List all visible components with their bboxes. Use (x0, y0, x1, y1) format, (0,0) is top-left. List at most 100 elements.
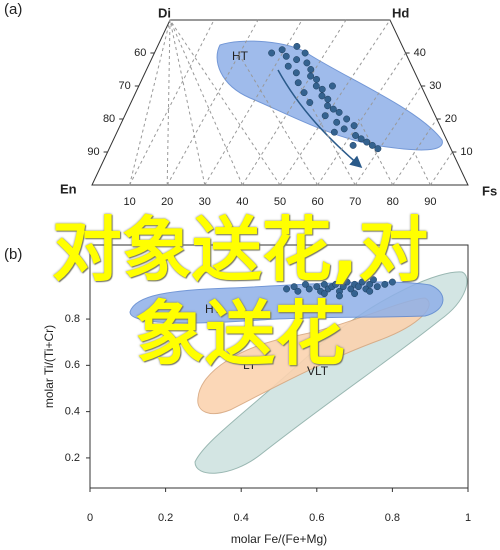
x-tick-label: 50 (274, 196, 286, 208)
grid-line (169, 19, 206, 186)
grid-line (166, 19, 171, 186)
point (305, 285, 313, 293)
field-label: HT (205, 302, 222, 316)
point (321, 112, 329, 120)
y-tick-label: 0.2 (65, 452, 80, 464)
grid-line (357, 118, 394, 186)
panel-label: (b) (4, 246, 22, 263)
point (324, 102, 331, 110)
trend-arrow (277, 69, 363, 168)
point (335, 108, 343, 116)
point (320, 280, 328, 288)
point (284, 62, 292, 70)
point (282, 52, 290, 60)
point (318, 92, 326, 100)
point (328, 82, 336, 90)
point (300, 89, 308, 97)
x-tick-label: 90 (424, 196, 436, 208)
point (358, 278, 366, 286)
left-tick-label: 80 (103, 113, 115, 125)
point (373, 283, 381, 291)
point (363, 138, 371, 146)
vertex-label: Fs (482, 183, 497, 198)
grid-line (317, 52, 407, 186)
grid-line (204, 19, 303, 186)
x-tick-label: 0.6 (309, 512, 324, 524)
grid-line (166, 19, 259, 186)
point (349, 141, 357, 149)
point (368, 141, 376, 149)
x-tick-label: 70 (349, 196, 361, 208)
x-axis-label: molar Fe/(Fe+Mg) (231, 532, 327, 546)
point (306, 99, 314, 106)
x-tick-label: 60 (311, 196, 323, 208)
point (340, 125, 348, 133)
point (292, 69, 300, 77)
x-tick-label: 0.4 (234, 512, 249, 524)
grid-line (241, 19, 347, 186)
point (347, 285, 355, 293)
field-label: VLT (307, 364, 329, 378)
x-tick-label: 30 (199, 196, 211, 208)
left-tick-label: 90 (87, 146, 99, 158)
y-tick-label: 0.8 (65, 313, 80, 325)
point (343, 278, 351, 286)
grid-line (413, 151, 431, 186)
plot-frame (89, 244, 469, 489)
y-tick-label: 0.6 (65, 359, 80, 371)
grid-line (299, 85, 356, 186)
panel-label: (a) (4, 1, 22, 18)
point (374, 145, 382, 153)
grid-line (429, 151, 453, 186)
vertex-label: Di (158, 5, 171, 20)
point (329, 105, 337, 113)
x-tick-label: 0.2 (158, 512, 173, 524)
point (332, 280, 340, 288)
left-tick-label: 70 (119, 80, 131, 92)
x-tick-label: 0 (87, 512, 93, 524)
point (339, 283, 347, 291)
x-tick-label: 10 (123, 196, 135, 208)
y-axis-label: molar Ti/(Ti+Cr) (42, 325, 56, 408)
point (381, 280, 389, 288)
point (307, 66, 315, 73)
point (330, 128, 338, 136)
grid-line (169, 19, 243, 186)
point (343, 115, 351, 123)
point (290, 283, 298, 291)
point (294, 79, 302, 87)
point (366, 287, 374, 295)
point (302, 280, 309, 288)
grid-line (354, 85, 422, 186)
overlay-text: 对象送花,对象送花 (51, 209, 429, 375)
point (312, 82, 320, 90)
right-tick-label: 10 (460, 146, 472, 158)
point (313, 283, 321, 291)
point (370, 276, 377, 284)
field-label: LT (243, 358, 257, 372)
grid-line (129, 19, 215, 186)
x-tick-label: 0.8 (385, 512, 400, 524)
point (293, 56, 301, 64)
vertex-label: Hd (392, 5, 409, 20)
grid-line (237, 52, 319, 186)
ht-field (216, 40, 443, 151)
grid-line (392, 118, 438, 186)
right-tick-label: 20 (445, 113, 457, 125)
point (357, 135, 365, 143)
point (388, 278, 396, 286)
point (307, 72, 315, 80)
point (278, 46, 286, 54)
point (352, 132, 359, 139)
ht-field (129, 281, 444, 324)
point (268, 49, 276, 57)
point (351, 290, 359, 298)
left-tick-label: 60 (134, 47, 146, 59)
point (333, 118, 341, 126)
right-tick-label: 40 (414, 47, 426, 59)
x-tick-label: 80 (387, 196, 399, 208)
point (313, 75, 321, 83)
point (294, 287, 302, 295)
